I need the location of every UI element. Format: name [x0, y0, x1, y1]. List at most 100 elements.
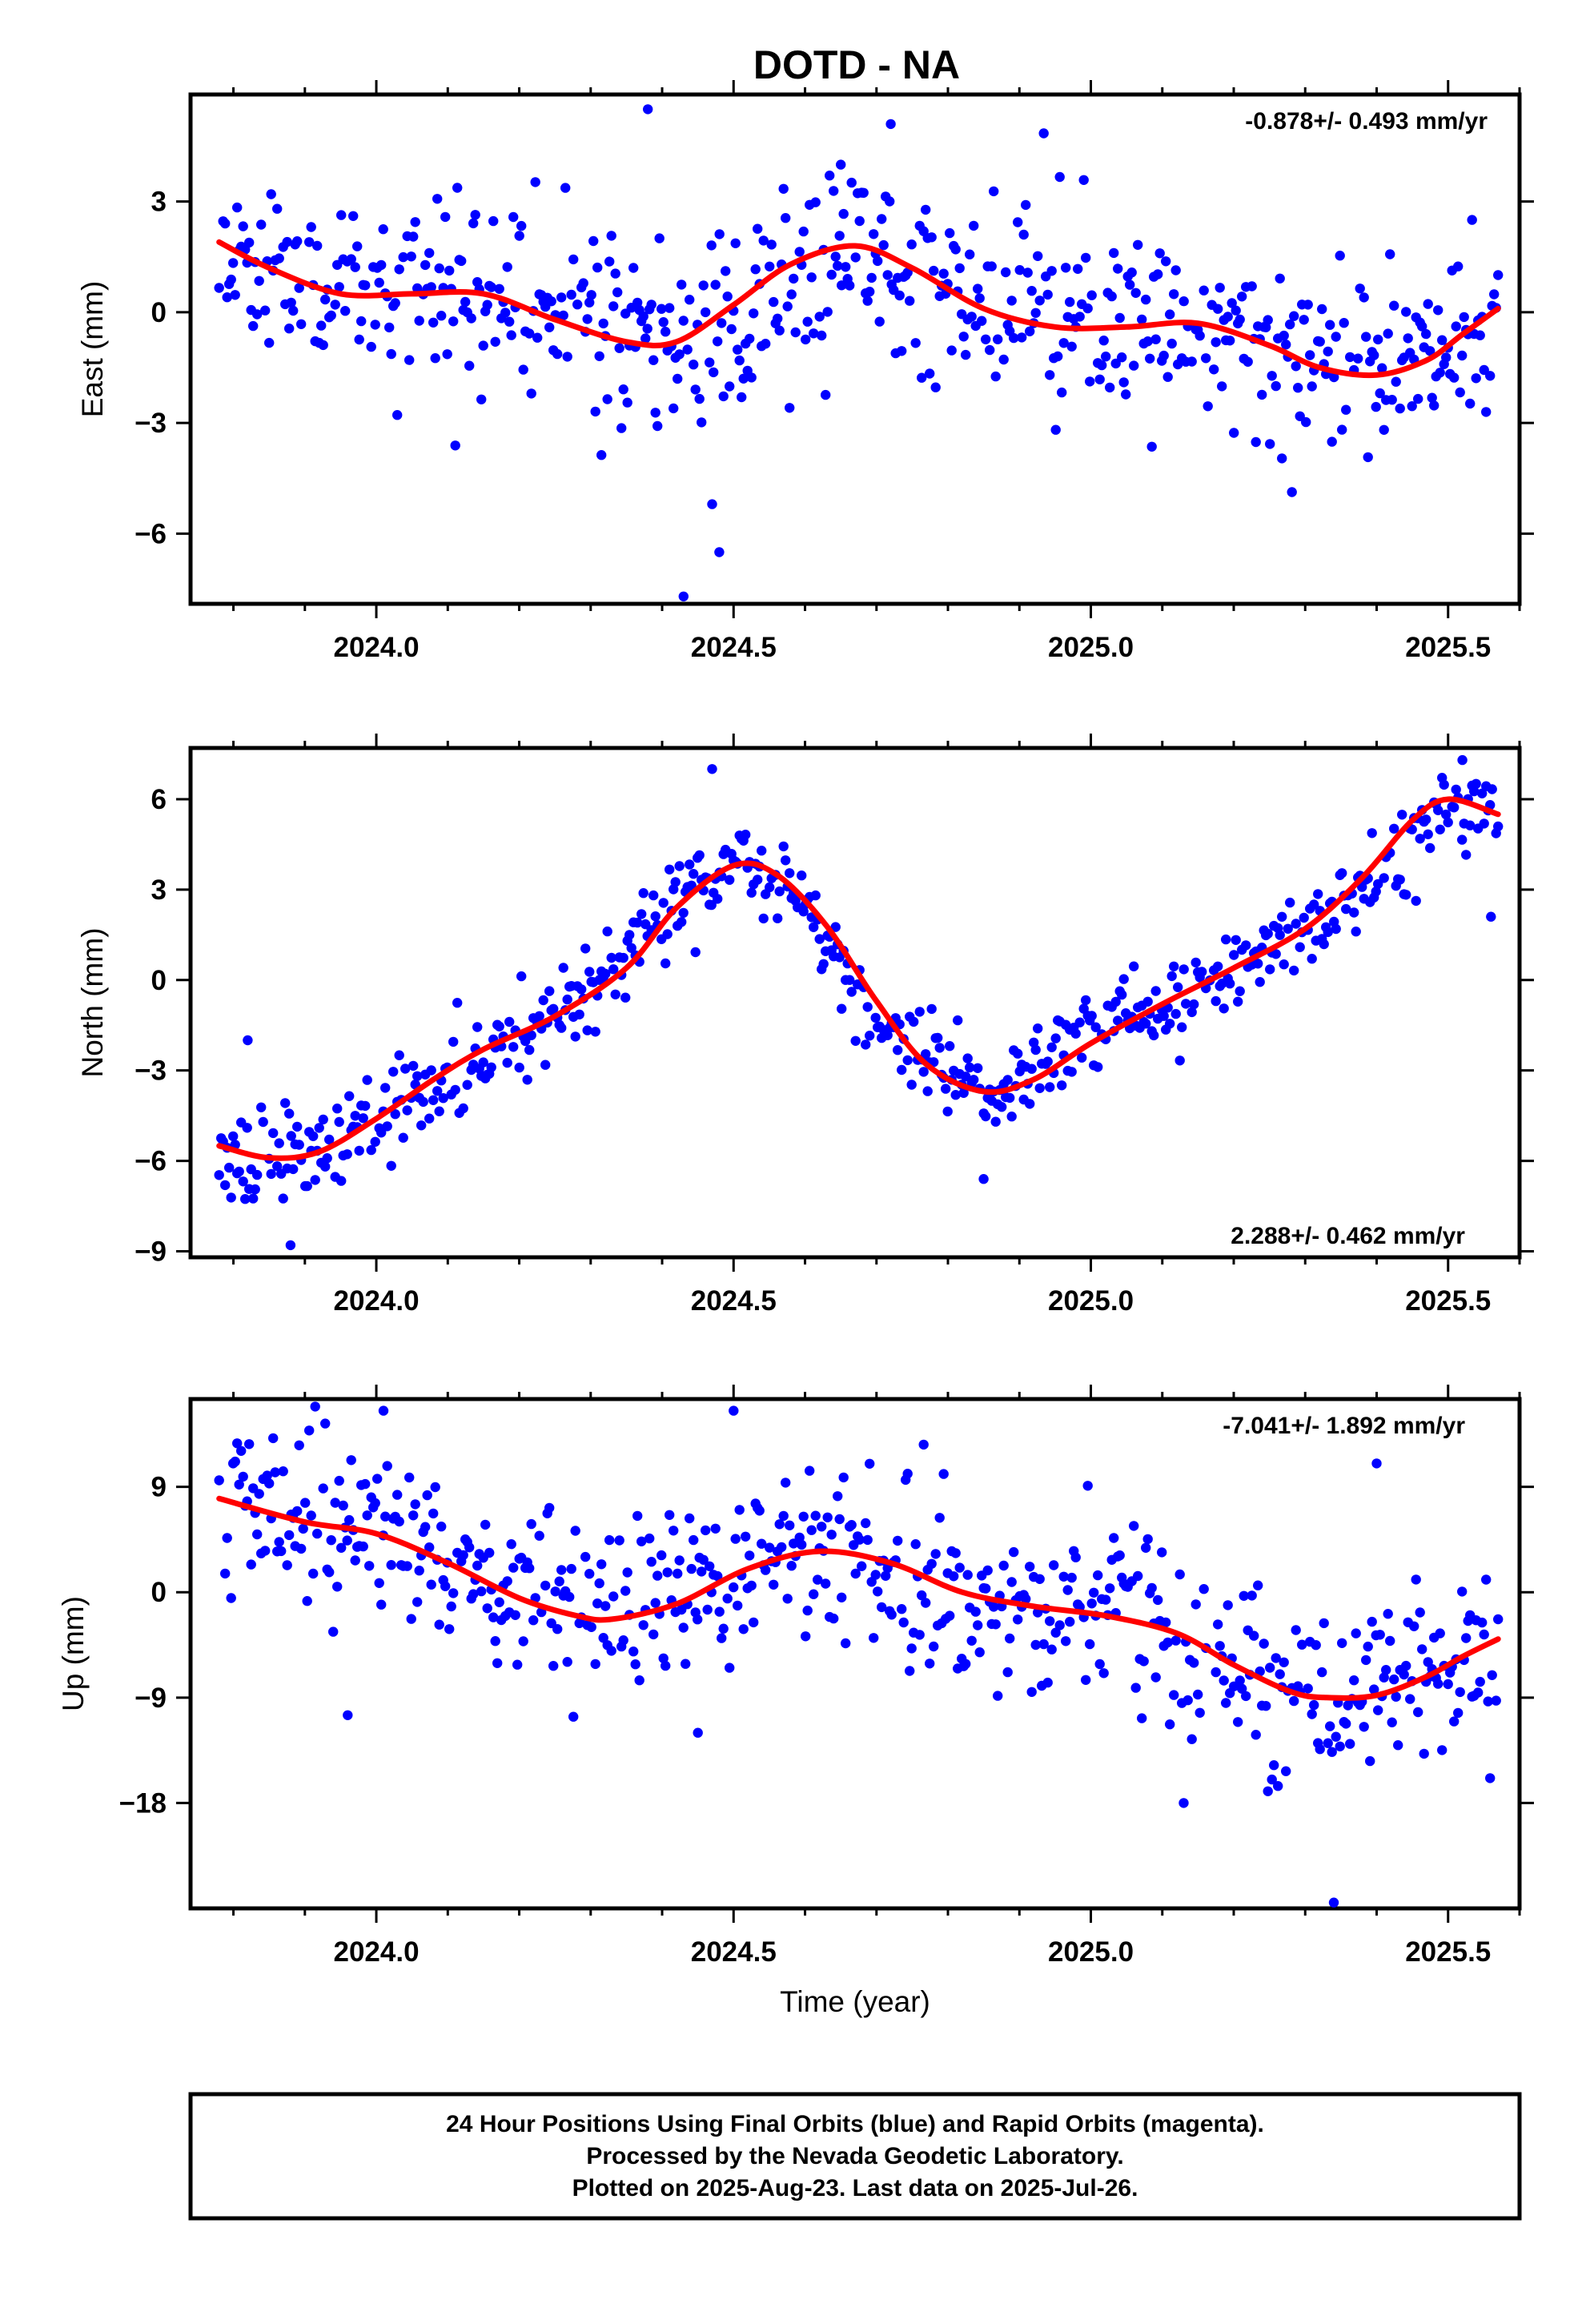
data-point: [873, 1586, 883, 1597]
data-point: [1101, 352, 1111, 362]
data-point: [689, 869, 699, 879]
data-point: [424, 1542, 435, 1553]
data-point: [452, 183, 463, 193]
data-point: [1110, 358, 1121, 369]
data-point: [885, 119, 896, 130]
data-point: [426, 282, 436, 292]
data-point: [1213, 1619, 1223, 1630]
data-point: [470, 210, 480, 220]
data-point: [897, 1064, 907, 1076]
data-point: [678, 1622, 689, 1633]
data-point: [1026, 1687, 1037, 1697]
data-point: [624, 930, 635, 940]
data-point: [733, 1600, 743, 1611]
data-point: [590, 1659, 600, 1670]
data-point: [476, 1586, 487, 1597]
north-y-tick-label: 0: [151, 965, 167, 996]
data-point: [1105, 1583, 1115, 1594]
data-point: [508, 211, 519, 223]
data-point: [644, 1533, 655, 1544]
east-rate-annotation: -0.878+/- 0.493 mm/yr: [1245, 108, 1488, 135]
data-point: [734, 355, 745, 366]
data-point: [1006, 296, 1017, 306]
data-point: [1241, 940, 1251, 951]
data-point: [1219, 1675, 1229, 1686]
data-point: [282, 236, 292, 247]
data-point: [1377, 363, 1387, 373]
data-point: [288, 305, 299, 316]
data-point: [1293, 383, 1303, 393]
data-point: [1033, 251, 1043, 261]
data-point: [590, 1027, 600, 1037]
data-point: [1169, 1690, 1179, 1700]
data-point: [386, 1160, 396, 1172]
data-point: [1363, 1641, 1373, 1652]
data-point: [897, 1604, 907, 1614]
data-point: [304, 237, 315, 247]
data-point: [1325, 320, 1335, 330]
data-point: [966, 312, 977, 322]
data-point: [284, 1530, 295, 1541]
data-point: [707, 499, 717, 509]
data-point: [1453, 1707, 1464, 1719]
north-ticks: 2024.0 2024.5 2025.0 2025.5 −9 −6 −3 0 3 6: [135, 734, 1534, 1317]
data-point: [746, 1580, 757, 1591]
data-point: [614, 1535, 624, 1546]
data-point: [961, 1072, 971, 1082]
data-point: [586, 1622, 596, 1633]
data-point: [1467, 215, 1477, 225]
data-point: [834, 231, 845, 241]
data-point: [781, 213, 791, 223]
data-point: [266, 189, 276, 199]
data-point: [758, 913, 769, 924]
data-point: [464, 360, 475, 371]
data-point: [554, 1576, 564, 1586]
data-point: [284, 1108, 295, 1119]
data-point: [1014, 265, 1025, 275]
data-point: [806, 1525, 817, 1535]
data-point: [753, 875, 763, 885]
data-point: [1130, 287, 1141, 298]
data-point: [801, 334, 811, 345]
north-y-tick-label: 3: [151, 875, 167, 906]
data-point: [386, 348, 396, 360]
data-point: [622, 1567, 632, 1578]
data-point: [690, 947, 701, 958]
data-point: [364, 1561, 375, 1571]
data-point: [1169, 289, 1179, 300]
data-point: [914, 1630, 925, 1640]
data-point: [726, 324, 737, 335]
data-point: [254, 275, 264, 286]
data-point: [1451, 321, 1461, 332]
data-point: [440, 211, 451, 223]
data-point: [1405, 1694, 1415, 1704]
data-point: [248, 1193, 259, 1204]
data-point: [570, 1526, 580, 1536]
data-point: [420, 1522, 431, 1532]
data-point: [646, 1557, 656, 1567]
data-point: [650, 911, 661, 922]
data-point: [604, 256, 615, 267]
data-point: [1323, 346, 1333, 357]
data-point: [342, 1149, 352, 1160]
data-point: [1086, 1598, 1097, 1609]
data-point: [600, 968, 611, 979]
data-point: [1109, 247, 1119, 259]
data-point: [604, 1534, 615, 1546]
data-point: [398, 251, 408, 263]
data-point: [502, 1576, 512, 1586]
data-point: [424, 247, 435, 259]
data-point: [909, 1016, 919, 1027]
data-point: [698, 280, 709, 291]
data-point: [1341, 903, 1351, 915]
data-point: [1078, 175, 1089, 185]
data-point: [1311, 1640, 1321, 1651]
data-point: [370, 1498, 380, 1509]
data-point: [648, 1629, 659, 1640]
data-point: [1331, 923, 1341, 935]
data-point: [1021, 199, 1031, 211]
data-point: [242, 1123, 252, 1133]
data-point: [332, 1104, 343, 1114]
data-point: [260, 1546, 271, 1556]
